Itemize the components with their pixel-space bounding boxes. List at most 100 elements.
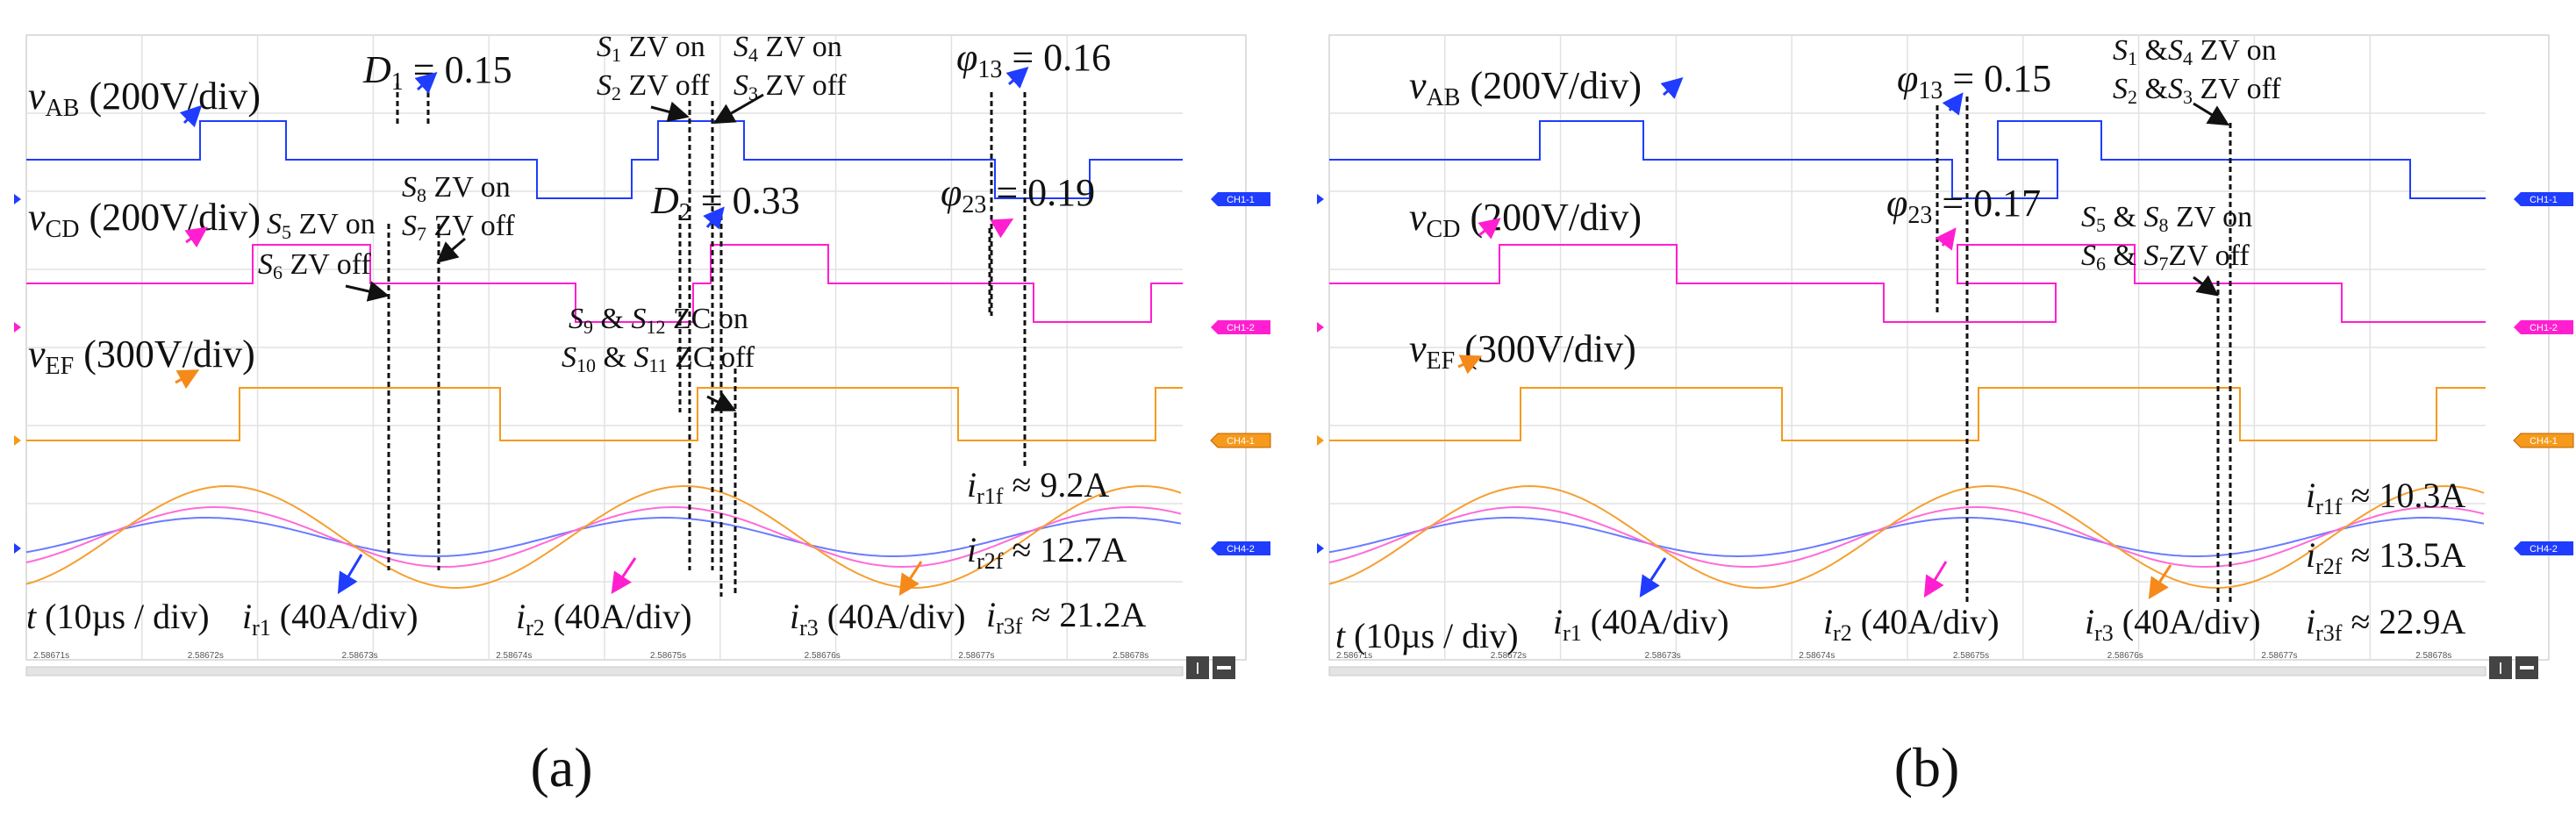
phi13-label-a: φ13 = 0.16 — [956, 36, 1111, 83]
time-tick: 2.58676s — [2107, 651, 2143, 661]
vef-label-b: vEF (300V/div) — [1409, 327, 1636, 375]
channel-tag-label: CH1-1 — [1227, 195, 1255, 205]
time-tick: 2.58671s — [1336, 651, 1372, 661]
time-tick: 2.58675s — [1953, 651, 1989, 661]
trace-vab — [26, 120, 1183, 199]
trace-ir1 — [1328, 517, 2485, 557]
s3-label: S3 ZV off — [733, 69, 847, 104]
time-tick: 2.58671s — [33, 651, 69, 661]
s7-label: S7 ZV off — [402, 210, 515, 245]
time-scrollbar-a[interactable] — [25, 666, 1184, 676]
s10-s11-label: S10 & S11 ZC off — [562, 341, 755, 376]
s8-label: S8 ZV on — [402, 171, 511, 206]
zoom-icon: I — [1195, 660, 1199, 677]
trace-vcd — [26, 244, 1183, 323]
s2-label: S2 ZV off — [597, 69, 710, 104]
time-scale-label-a: t (10µs / div) — [26, 597, 210, 636]
ir1-label-b: ir1 (40A/div) — [1553, 602, 1729, 646]
time-tick: 2.58674s — [1799, 651, 1835, 661]
zoom-icon: I — [2498, 660, 2502, 677]
channel-tag-label: CH4-1 — [1227, 436, 1255, 447]
channel-marker — [14, 543, 21, 554]
channel-marker — [1317, 435, 1324, 446]
channel-tag — [1211, 192, 1270, 206]
time-tick: 2.58677s — [2261, 651, 2297, 661]
s1-label: S1 ZV on — [597, 31, 705, 66]
trace-ir3 — [1328, 484, 2485, 590]
channel-tag — [1210, 433, 1271, 448]
channel-tags-b: CH1-1 CH1-2 CH4-1 CH4-2 — [1317, 192, 2574, 555]
phi23-label-b: φ23 = 0.17 — [1886, 182, 2041, 229]
ir3f-label-b: ir3f ≈ 22.9A — [2306, 602, 2465, 646]
ir2f-label-b: ir2f ≈ 13.5A — [2306, 535, 2465, 579]
channel-marker — [14, 435, 21, 446]
time-tick: 2.58676s — [805, 651, 841, 661]
ir1-label-a: ir1 (40A/div) — [242, 597, 419, 641]
channel-tag-label: CH1-2 — [2529, 323, 2558, 333]
caption-a: (a) — [530, 736, 592, 798]
zoom-button-b[interactable] — [2489, 656, 2512, 679]
channel-tag — [2513, 433, 2574, 448]
s1-s4-label: S1 &S4 ZV on — [2113, 34, 2277, 69]
time-ticks-a: 2.58671s 2.58672s 2.58673s 2.58674s 2.58675s… — [33, 651, 1148, 661]
channel-marker — [14, 322, 21, 333]
vef-label-a: vEF (300V/div) — [28, 333, 255, 380]
traces-b — [1328, 120, 2486, 590]
cursor-lines-b — [1936, 97, 2232, 605]
zoom-button-a[interactable] — [1186, 656, 1209, 679]
channel-tag — [2514, 541, 2573, 555]
traces-a — [25, 120, 1183, 590]
trace-vab — [1329, 120, 2486, 199]
ir3f-label-a: ir3f ≈ 21.2A — [986, 595, 1146, 639]
channel-tags-a: CH1-1 CH1-2 CH4-1 CH4-2 — [14, 192, 1271, 555]
ir3-label-b: ir3 (40A/div) — [2085, 602, 2261, 646]
vcd-label-a: vCD (200V/div) — [28, 196, 261, 243]
channel-marker — [1317, 322, 1324, 333]
channel-tag-label: CH1-1 — [2529, 195, 2558, 205]
s6-s7-label: S6 & S7ZV off — [2081, 240, 2250, 275]
time-tick: 2.58674s — [496, 651, 532, 661]
ir1f-label-b: ir1f ≈ 10.3A — [2306, 476, 2465, 519]
trace-ir1 — [25, 517, 1182, 557]
d1-label: D1 = 0.15 — [362, 48, 512, 96]
d2-label: D2 = 0.33 — [650, 179, 800, 226]
s9-s12-label: S9 & S12 ZC on — [569, 303, 748, 338]
s2-s3-label: S2 &S3 ZV off — [2113, 73, 2281, 108]
channel-tag — [1211, 541, 1270, 555]
channel-tag — [1211, 320, 1270, 334]
ir2-label-a: ir2 (40A/div) — [516, 597, 692, 641]
s4-label: S4 ZV on — [733, 31, 842, 66]
s5-s8-label: S5 & S8 ZV on — [2081, 201, 2252, 236]
channel-tag — [2514, 320, 2573, 334]
channel-marker — [1317, 543, 1324, 554]
ir1f-label-a: ir1f ≈ 9.2A — [967, 465, 1109, 509]
time-tick: 2.58675s — [650, 651, 686, 661]
vab-label-a: vAB (200V/div) — [28, 75, 261, 122]
channel-tag — [2514, 192, 2573, 206]
time-scrollbar-b[interactable] — [1328, 666, 2487, 676]
channel-tag-label: CH4-1 — [2529, 436, 2558, 447]
vab-label-b: vAB (200V/div) — [1409, 64, 1642, 111]
channel-tag-label: CH4-2 — [1227, 544, 1255, 555]
time-tick: 2.58678s — [1113, 651, 1148, 661]
annotation-arrows-b — [1457, 77, 2230, 600]
time-ticks-b: 2.58671s 2.58672s 2.58673s 2.58674s 2.58675s… — [1336, 651, 2451, 661]
caption-b: (b) — [1894, 736, 1960, 798]
trace-ir2 — [1328, 506, 2485, 568]
channel-tag-label: CH1-2 — [1227, 323, 1255, 333]
trace-ir2 — [25, 506, 1182, 568]
s5-label: S5 ZV on — [267, 208, 376, 243]
time-tick: 2.58672s — [1491, 651, 1527, 661]
ir3-label-a: ir3 (40A/div) — [790, 597, 966, 641]
trace-ir3 — [25, 484, 1182, 590]
channel-marker — [14, 194, 21, 204]
channel-tag-label: CH4-2 — [2529, 544, 2558, 555]
grid-b — [1329, 35, 2486, 660]
trace-vef — [26, 387, 1183, 441]
time-tick: 2.58673s — [1644, 651, 1680, 661]
trace-vef — [1329, 387, 2486, 441]
ir2-label-b: ir2 (40A/div) — [1823, 602, 2000, 646]
